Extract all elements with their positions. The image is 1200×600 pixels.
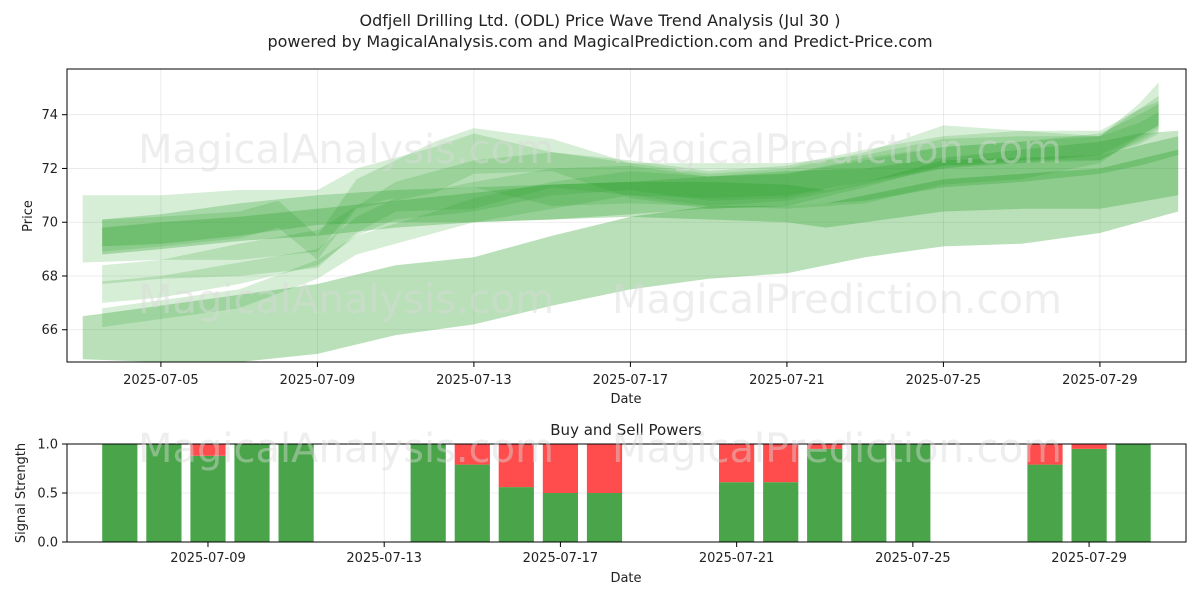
buy-power-bar: [1071, 448, 1107, 542]
sell-power-bar: [454, 444, 490, 465]
sell-power-bar: [190, 444, 226, 456]
buy-power-bar: [851, 444, 887, 542]
signal-x-ticks: 2025-07-09 2025-07-13 2025-07-17 2025-07-21…: [170, 542, 1127, 566]
price-x-tick-label: 2025-07-05: [123, 373, 199, 388]
sell-power-bar: [586, 444, 623, 493]
signal-x-tick-label: 2025-07-13: [346, 551, 422, 566]
watermark-analysis-top: MagicalAnalysis.com: [138, 127, 554, 173]
buy-power-bar: [1115, 444, 1151, 542]
price-wave-band: [102, 130, 1179, 247]
signal-y-tick-label: 0.5: [37, 487, 58, 502]
buy-power-bar: [278, 444, 314, 542]
sell-power-bar: [498, 444, 534, 488]
price-x-tick-label: 2025-07-29: [1062, 373, 1138, 388]
buy-power-bar: [146, 444, 182, 542]
price-wave-band: [102, 103, 1159, 303]
signal-y-tick-label: 1.0: [37, 438, 58, 453]
price-wave-band: [102, 95, 1159, 260]
buy-power-bar: [586, 493, 623, 542]
watermark-prediction-middle: MagicalPrediction.com: [612, 277, 1062, 323]
sell-power-bar: [807, 444, 843, 449]
buy-power-bar: [190, 455, 226, 542]
price-y-tick-label: 68: [41, 269, 58, 284]
sell-power-bar: [1071, 444, 1107, 449]
figure-subtitle: powered by MagicalAnalysis.com and Magic…: [267, 32, 932, 51]
signal-bars: [102, 444, 1151, 542]
price-wave-band: [102, 101, 1159, 284]
signal-y-ticks: 0.0 0.5 1.0: [37, 438, 67, 551]
buy-power-bar: [763, 482, 799, 542]
signal-y-tick-label: 0.0: [37, 536, 58, 551]
price-x-tick-label: 2025-07-21: [749, 373, 825, 388]
buy-power-bar: [234, 444, 270, 542]
price-wave-band: [102, 136, 1179, 255]
price-x-label: Date: [610, 392, 641, 407]
signal-chart-title: Buy and Sell Powers: [550, 421, 702, 439]
buy-power-bar: [542, 493, 578, 542]
buy-power-bar: [719, 482, 755, 542]
price-wave-band: [102, 112, 1159, 328]
buy-power-bar: [1027, 464, 1063, 542]
price-y-label: Price: [21, 200, 36, 232]
price-x-tick-label: 2025-07-17: [593, 373, 669, 388]
price-y-tick-label: 72: [41, 162, 58, 177]
buy-power-bar: [807, 448, 843, 542]
watermark-analysis-middle: MagicalAnalysis.com: [138, 277, 554, 323]
price-y-tick-label: 74: [41, 108, 58, 123]
price-x-tick-label: 2025-07-09: [280, 373, 356, 388]
signal-x-tick-label: 2025-07-17: [523, 551, 599, 566]
signal-x-tick-label: 2025-07-25: [875, 551, 951, 566]
price-y-tick-label: 70: [41, 216, 58, 231]
price-y-ticks: 66 68 70 72 74: [41, 108, 67, 338]
price-wave-band: [82, 82, 1159, 263]
price-y-tick-label: 66: [41, 323, 58, 338]
watermark-analysis-bottom: MagicalAnalysis.com: [138, 426, 554, 472]
signal-x-tick-label: 2025-07-29: [1051, 551, 1127, 566]
watermark-prediction-bottom: MagicalPrediction.com: [612, 426, 1062, 472]
price-wave-band: [82, 149, 1179, 362]
sell-power-bar: [1027, 444, 1063, 465]
watermark-prediction-top: MagicalPrediction.com: [612, 127, 1062, 173]
signal-x-tick-label: 2025-07-09: [170, 551, 246, 566]
sell-power-bar: [763, 444, 799, 483]
price-x-tick-label: 2025-07-25: [906, 373, 982, 388]
sell-power-bar: [719, 444, 755, 483]
buy-power-bar: [895, 444, 931, 542]
signal-y-label: Signal Strength: [14, 443, 29, 543]
sell-power-bar: [542, 444, 578, 493]
signal-x-tick-label: 2025-07-21: [699, 551, 775, 566]
buy-power-bar: [410, 444, 446, 542]
price-grid: [67, 69, 1186, 362]
price-x-tick-label: 2025-07-13: [436, 373, 512, 388]
buy-power-bar: [454, 464, 490, 542]
price-x-ticks: 2025-07-05 2025-07-09 2025-07-13 2025-07-17…: [123, 362, 1138, 388]
price-axes-frame: [66, 68, 1187, 363]
buy-power-bar: [102, 444, 138, 542]
signal-x-label: Date: [610, 571, 641, 586]
buy-power-bar: [498, 487, 534, 542]
price-wave-bands: [82, 82, 1179, 362]
figure-title: Odfjell Drilling Ltd. (ODL) Price Wave T…: [360, 11, 841, 30]
